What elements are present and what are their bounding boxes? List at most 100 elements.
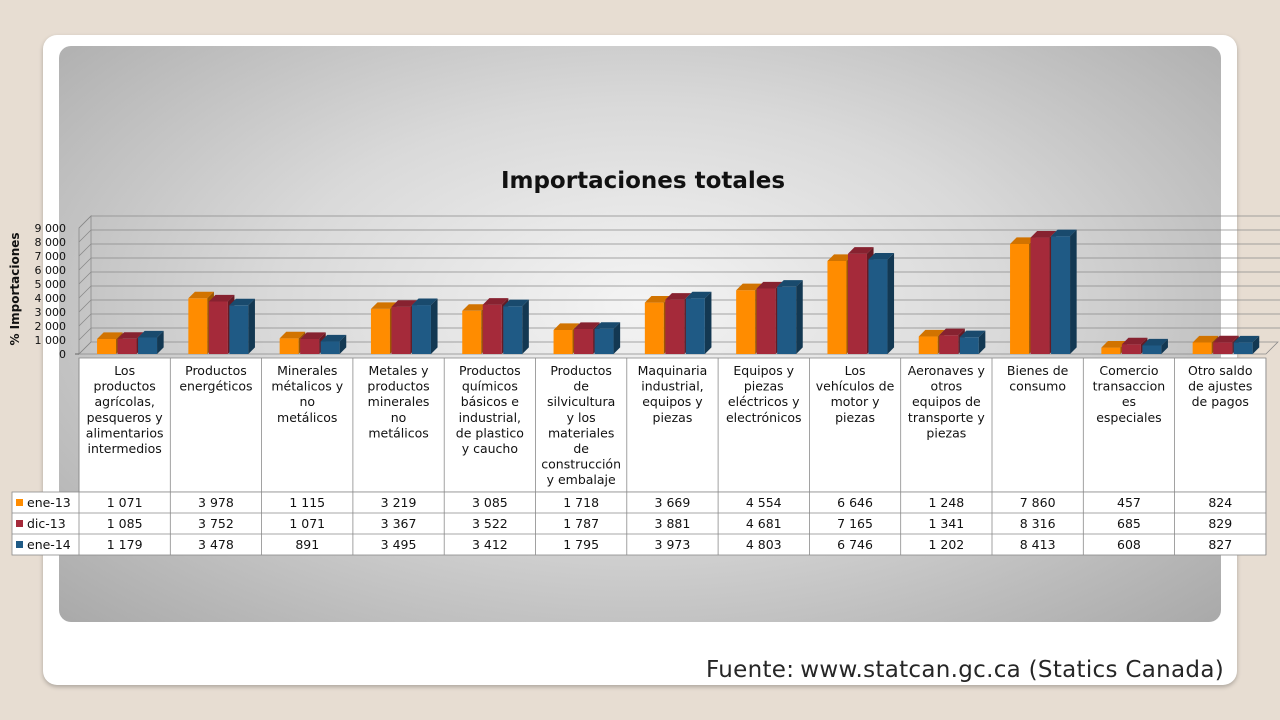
bar-top (665, 293, 691, 300)
data-label: 829 (1208, 516, 1232, 531)
bar-top (208, 294, 235, 302)
category-label: agrícolas, (94, 394, 154, 409)
bar-top (1101, 341, 1127, 348)
source-url[interactable]: www.statcan.gc.ca (Statics Canada) (800, 657, 1224, 683)
source-label: Fuente: (705, 657, 795, 683)
data-label: 1 115 (289, 495, 325, 510)
bar-front (300, 339, 320, 354)
bar-front (777, 286, 797, 354)
bar-side (157, 330, 164, 354)
bar-top (1030, 230, 1057, 238)
category-label: Productos (459, 363, 521, 378)
legend-swatch-dic-13 (16, 520, 23, 527)
bar-top (959, 330, 986, 338)
bar-top (1192, 335, 1219, 343)
category-label: Minerales (277, 363, 337, 378)
chart-title: Importaciones totales (501, 168, 785, 194)
category-label: Bienes de (1007, 363, 1069, 378)
category-label: silvicultura (547, 394, 615, 409)
bar-front (229, 305, 249, 354)
bar-side (1252, 335, 1260, 354)
category-label: piezas (835, 410, 875, 425)
bar-front (1233, 342, 1253, 354)
category-label: pesqueros y (87, 410, 164, 425)
bar-ene-14-4 (503, 299, 529, 354)
data-label: 3 495 (381, 537, 417, 552)
data-label: 3 522 (472, 516, 508, 531)
bar-side (796, 280, 803, 354)
category-label: piezas (926, 425, 966, 440)
category-label: equipos de (912, 394, 981, 409)
category-label: Comercio (1099, 363, 1158, 378)
bar-front (462, 310, 482, 354)
gridline-side (78, 327, 92, 341)
data-label: 4 681 (746, 516, 782, 531)
bar-top (117, 332, 144, 339)
bar-front (553, 329, 573, 354)
data-label: 3 752 (198, 516, 234, 531)
bar-front (1101, 347, 1121, 354)
data-label: 891 (295, 537, 319, 552)
bar-front (188, 298, 208, 354)
gridline-side (78, 257, 92, 271)
bar-ene-14-6 (685, 291, 712, 354)
data-label: 608 (1117, 537, 1141, 552)
bar-top (229, 298, 255, 306)
gridline-side (78, 313, 92, 327)
bar-top (685, 291, 712, 299)
bar-top (320, 334, 347, 342)
bar-top (503, 299, 529, 307)
data-label: 1 202 (928, 537, 964, 552)
bar-front (370, 308, 390, 354)
bar-top (1142, 338, 1168, 346)
category-label: de (573, 441, 589, 456)
bar-top (391, 300, 418, 307)
bar-front (1051, 236, 1071, 354)
bar-front (411, 305, 431, 354)
bar-top (918, 329, 945, 337)
bar-front (503, 306, 523, 354)
bar-top (1010, 237, 1036, 244)
category-label: piezas (744, 379, 784, 394)
category-label: materiales (548, 425, 614, 440)
bar-front (574, 328, 594, 354)
bar-front (391, 306, 411, 354)
category-label: métalicos y (271, 379, 343, 394)
bar-side (704, 291, 712, 354)
y-tick-label: 8 000 (35, 236, 67, 249)
bar-front (320, 341, 340, 354)
bar-top (594, 322, 621, 329)
data-label: 8 316 (1020, 516, 1056, 531)
category-label: de pagos (1192, 394, 1249, 409)
source-note: Fuente: www.statcan.gc.ca (Statics Canada… (706, 657, 1224, 683)
category-label: construcción (541, 457, 621, 472)
bar-front (868, 259, 888, 354)
y-tick-label: 9 000 (35, 222, 67, 235)
bar-top (756, 281, 783, 289)
legend-swatch-ene-13 (16, 499, 23, 506)
gridline-side (78, 215, 92, 229)
data-label: 3 669 (655, 495, 691, 510)
category-label: Otro saldo (1188, 363, 1252, 378)
data-label: 3 973 (655, 537, 691, 552)
data-label: 6 746 (837, 537, 873, 552)
category-label: transaccion (1093, 379, 1166, 394)
bar-ene-14-2 (320, 334, 347, 354)
bar-top (370, 302, 397, 309)
bar-front (208, 301, 228, 354)
data-label: 4 803 (746, 537, 782, 552)
category-label: no (299, 394, 315, 409)
category-label: otros (931, 379, 963, 394)
data-label: 1 071 (107, 495, 143, 510)
bar-top (553, 323, 580, 330)
bar-side (1070, 229, 1077, 354)
category-label: industrial, (459, 410, 521, 425)
bar-front (756, 288, 776, 354)
gridline-side (78, 271, 92, 285)
bar-side (887, 252, 895, 354)
data-label: 1 341 (928, 516, 964, 531)
bar-top (777, 280, 803, 287)
gridline-side (78, 243, 92, 257)
data-rows-bg (11, 491, 1267, 556)
